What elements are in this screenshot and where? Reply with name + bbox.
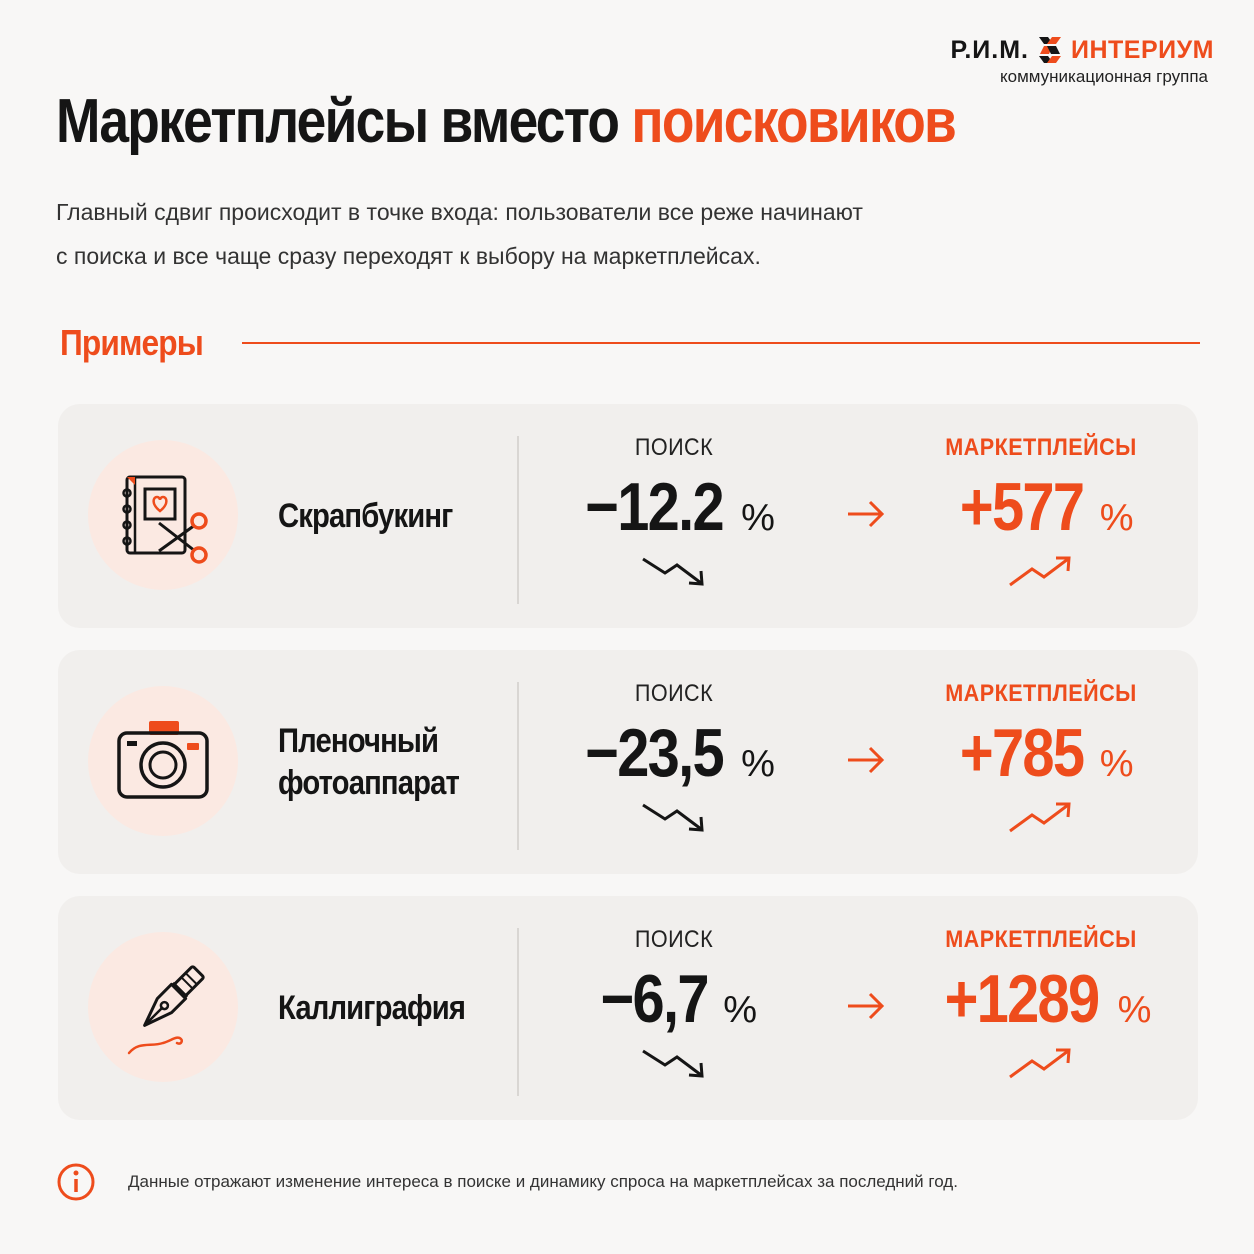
search-unit: % [741,497,775,539]
search-label: ПОИСК [634,680,714,707]
section-header: Примеры [60,322,1200,364]
card-divider [517,682,519,850]
trend-down-icon [642,803,704,832]
example-name: Пленочный фотоаппарат [278,650,467,874]
info-icon [57,1163,95,1201]
example-card: Каллиграфия ПОИСК −6,7 % МАРКЕТПЛЕЙСЫ +1… [58,896,1198,1120]
lead-line-1: Главный сдвиг происходит в точке входа: … [56,199,863,225]
fountain-pen-icon [127,965,205,1055]
brand-name-left: Р.И.М. [950,35,1029,64]
marketplace-metric: МАРКЕТПЛЕЙСЫ +577 % [911,428,1171,596]
example-name: Скрапбукинг [278,404,467,628]
search-value: −6,7 [600,961,709,1037]
search-label: ПОИСК [634,926,714,953]
trend-up-icon [1009,802,1071,833]
marketplace-value: +577 [959,469,1084,545]
footer-note: Данные отражают изменение интереса в пои… [56,1162,958,1202]
page-title: Маркетплейсы вместо поисковиков [56,84,957,160]
page-title-accent: поисковиков [631,87,956,156]
brand-mark-icon [1039,37,1061,63]
section-divider [242,342,1200,344]
search-unit: % [723,989,758,1031]
example-card: Скрапбукинг ПОИСК −12.2 % МАРКЕТПЛЕЙСЫ +… [58,404,1198,628]
trend-down-icon [642,557,704,586]
marketplace-unit: % [1099,497,1134,539]
example-name-line: Скрапбукинг [278,497,453,535]
marketplace-label: МАРКЕТПЛЕЙСЫ [945,926,1137,953]
search-value: −12.2 [585,469,724,545]
arrow-right-icon [848,746,885,774]
example-icon-circle [88,440,238,590]
marketplace-metric: МАРКЕТПЛЕЙСЫ +785 % [911,674,1171,842]
footnote-text: Данные отражают изменение интереса в пои… [128,1172,958,1191]
lead-paragraph: Главный сдвиг происходит в точке входа: … [56,190,1016,278]
trend-up-icon [1009,1048,1071,1079]
search-metric: ПОИСК −12.2 % [544,428,804,596]
brand-subtitle: коммуникационная группа [1000,67,1208,86]
trend-up-icon [1009,556,1071,587]
arrow-right-icon [848,500,885,528]
example-name-line: Каллиграфия [278,989,466,1027]
scrapbook-scissors-icon [122,475,208,564]
marketplace-value: +1289 [944,961,1100,1037]
search-label: ПОИСК [634,434,714,461]
brand-logo: Р.И.М. ИНТЕРИУМ коммуникационная группа [914,34,1214,87]
example-icon-circle [88,686,238,836]
marketplace-label: МАРКЕТПЛЕЙСЫ [945,434,1137,461]
example-name-line: фотоаппарат [278,764,460,802]
search-value: −23,5 [585,715,724,791]
example-name: Каллиграфия [278,896,467,1120]
lead-line-2: с поиска и все чаще сразу переходят к вы… [56,243,761,269]
search-unit: % [741,743,775,785]
search-metric: ПОИСК −6,7 % [544,920,804,1088]
page-title-plain: Маркетплейсы вместо [56,87,620,156]
example-icon-circle [88,932,238,1082]
marketplace-unit: % [1117,989,1152,1031]
search-metric: ПОИСК −23,5 % [544,674,804,842]
film-camera-icon [117,721,209,799]
marketplace-unit: % [1099,743,1134,785]
marketplace-value: +785 [959,715,1084,791]
marketplace-metric: МАРКЕТПЛЕЙСЫ +1289 % [911,920,1171,1088]
example-card: Пленочный фотоаппарат ПОИСК −23,5 % МАРК… [58,650,1198,874]
arrow-right-icon [848,992,885,1020]
marketplace-label: МАРКЕТПЛЕЙСЫ [945,680,1137,707]
trend-down-icon [642,1049,704,1078]
example-name-line: Пленочный [278,722,439,760]
card-divider [517,436,519,604]
brand-name-right: ИНТЕРИУМ [1071,35,1214,64]
section-title: Примеры [60,322,204,363]
card-divider [517,928,519,1096]
